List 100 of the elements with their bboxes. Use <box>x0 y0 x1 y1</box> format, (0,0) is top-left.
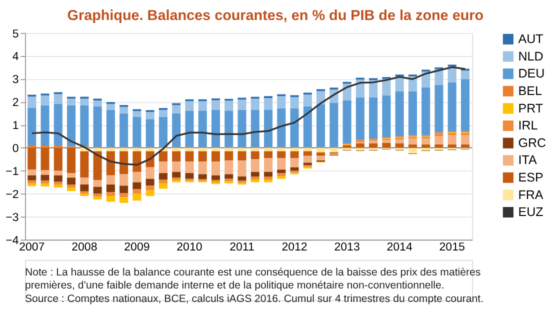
bar <box>146 119 154 148</box>
bar <box>198 151 207 162</box>
bar <box>28 183 36 186</box>
bar <box>40 180 50 184</box>
legend-label: FRA <box>518 188 544 202</box>
y-tick-label: 5 <box>12 28 19 40</box>
y-tick-label: 0 <box>12 143 19 156</box>
bar <box>67 173 76 178</box>
bar <box>224 100 234 111</box>
bar <box>106 175 115 185</box>
legend-label: ESP <box>518 170 544 184</box>
bar <box>54 148 62 171</box>
legend-label: NLD <box>518 49 544 64</box>
bar <box>422 144 430 148</box>
x-tick-label: 2014 <box>386 242 413 254</box>
bar <box>238 151 246 160</box>
bar <box>106 192 115 196</box>
bar <box>277 108 286 148</box>
bar <box>40 105 50 146</box>
bar <box>158 173 168 180</box>
bar <box>277 173 286 176</box>
bar <box>198 101 207 111</box>
bar <box>172 172 181 178</box>
bar <box>448 135 456 144</box>
bar <box>80 98 89 106</box>
legend-label: DEU <box>518 66 545 81</box>
bar <box>28 180 36 184</box>
bar <box>106 104 115 110</box>
bar <box>28 148 36 170</box>
bar <box>250 98 260 110</box>
bar <box>40 145 50 148</box>
bar <box>342 100 352 144</box>
bar <box>211 110 220 148</box>
bar <box>264 176 273 180</box>
bar <box>67 188 76 191</box>
y-tick-label: 4 <box>12 51 20 64</box>
bar <box>290 148 299 152</box>
bar <box>238 100 246 110</box>
chart-title: Graphique. Balances courantes, en % du PIB de la zone euro <box>67 8 484 24</box>
line-series <box>31 66 466 166</box>
bar <box>120 113 128 148</box>
bar <box>277 176 286 179</box>
bar <box>264 158 273 172</box>
bar <box>422 148 430 151</box>
bar <box>28 108 36 146</box>
bar <box>54 175 62 182</box>
bar <box>106 110 115 148</box>
bar <box>40 170 50 175</box>
bar <box>448 144 456 148</box>
legend-label: AUT <box>518 32 544 46</box>
y-tick-label: 3 <box>12 74 19 86</box>
bar <box>211 162 220 176</box>
bar <box>369 143 378 148</box>
x-tick-label: 2007 <box>19 242 45 254</box>
bar <box>172 105 181 114</box>
bar <box>120 174 128 186</box>
bar <box>224 174 234 179</box>
bar <box>67 98 76 106</box>
bar <box>185 162 194 174</box>
bar <box>80 151 89 178</box>
bar <box>238 176 246 181</box>
bar <box>158 162 168 174</box>
legend-label: ITA <box>518 153 538 168</box>
bar <box>277 158 286 170</box>
bar <box>185 151 194 162</box>
bar <box>211 175 220 180</box>
bar <box>238 148 246 152</box>
bar <box>290 97 299 109</box>
bar <box>224 160 234 174</box>
bar <box>422 87 430 136</box>
bar <box>185 101 194 112</box>
bar <box>54 182 62 185</box>
bar <box>158 151 168 162</box>
bar <box>250 159 260 172</box>
bar <box>460 70 470 80</box>
bar <box>316 104 326 148</box>
bar <box>67 184 76 188</box>
bar <box>80 184 89 192</box>
bar <box>40 95 50 106</box>
bar <box>54 145 62 148</box>
bar <box>264 179 273 182</box>
bar <box>382 140 391 143</box>
bar <box>434 136 444 144</box>
bar <box>395 143 404 148</box>
bar <box>158 183 168 189</box>
bar <box>146 112 154 120</box>
x-tick-label: 2015 <box>439 242 465 254</box>
bar <box>277 170 286 174</box>
bar <box>264 98 273 110</box>
bar <box>264 110 273 148</box>
bar <box>224 110 234 148</box>
bar <box>303 162 312 166</box>
bar <box>238 110 246 148</box>
bar <box>356 143 364 148</box>
x-tick-label: 2013 <box>334 242 360 254</box>
bar <box>54 104 62 146</box>
bar <box>250 176 260 180</box>
y-tick-label: −1 <box>6 166 19 178</box>
bar <box>80 105 89 146</box>
bar <box>54 94 62 104</box>
